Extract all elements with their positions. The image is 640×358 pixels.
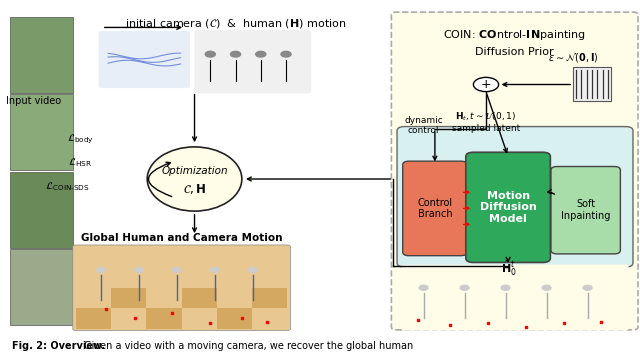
Circle shape (205, 51, 215, 57)
Circle shape (474, 77, 499, 92)
FancyBboxPatch shape (397, 127, 633, 267)
Circle shape (248, 267, 257, 272)
FancyBboxPatch shape (392, 12, 638, 330)
Bar (76, 308, 111, 329)
Text: Control
Branch: Control Branch (417, 198, 452, 219)
FancyBboxPatch shape (195, 30, 311, 93)
Bar (10, 94, 73, 170)
Text: Given a video with a moving camera, we recover the global human: Given a video with a moving camera, we r… (81, 341, 413, 351)
Text: +: + (481, 78, 492, 91)
Text: $\mathcal{L}_{\rm body}$: $\mathcal{L}_{\rm body}$ (67, 133, 93, 146)
Text: Global Human and Camera Motion: Global Human and Camera Motion (81, 233, 283, 243)
Circle shape (583, 285, 592, 290)
Text: $\tilde{\mathbf{H}}_0^t$: $\tilde{\mathbf{H}}_0^t$ (501, 260, 516, 278)
Circle shape (230, 51, 241, 57)
Text: initial camera $(\mathcal{C})$  &  human $(\mathbf{H})$ motion: initial camera $(\mathcal{C})$ & human $… (125, 18, 346, 30)
Bar (147, 308, 182, 329)
Bar (10, 250, 73, 325)
FancyBboxPatch shape (99, 31, 190, 88)
Text: Diffusion Prior: Diffusion Prior (476, 47, 554, 57)
FancyBboxPatch shape (466, 152, 550, 262)
Text: Soft
Inpainting: Soft Inpainting (561, 199, 611, 221)
Text: $\mathbf{H}_t, t \sim \mathcal{U}(0,1)$
sampled latent: $\mathbf{H}_t, t \sim \mathcal{U}(0,1)$ … (452, 111, 520, 134)
Text: $\mathcal{L}_{\rm HSR}$: $\mathcal{L}_{\rm HSR}$ (67, 156, 92, 169)
FancyBboxPatch shape (551, 166, 620, 254)
Text: $\epsilon \sim \mathcal{N}(\mathbf{0}, \mathbf{I})$: $\epsilon \sim \mathcal{N}(\mathbf{0}, \… (548, 51, 598, 64)
Bar (217, 308, 252, 329)
Circle shape (97, 267, 106, 272)
Text: Motion
Diffusion
Model: Motion Diffusion Model (480, 191, 536, 224)
Text: $\mathcal{L}_{\rm COIN\text{-}SDS}$: $\mathcal{L}_{\rm COIN\text{-}SDS}$ (45, 180, 89, 193)
FancyBboxPatch shape (401, 265, 628, 330)
Text: $\mathcal{C}, \mathbf{H}$: $\mathcal{C}, \mathbf{H}$ (183, 182, 206, 196)
Text: COIN: $\mathbf{CO}$ntrol-$\mathbf{IN}$painting: COIN: $\mathbf{CO}$ntrol-$\mathbf{IN}$pa… (443, 28, 586, 42)
Text: Fig. 2: Overview.: Fig. 2: Overview. (12, 341, 105, 351)
Circle shape (172, 267, 181, 272)
Circle shape (211, 267, 219, 272)
Text: Optimization: Optimization (161, 166, 228, 176)
Circle shape (134, 267, 143, 272)
Circle shape (542, 285, 551, 290)
FancyBboxPatch shape (73, 245, 291, 330)
Circle shape (501, 285, 510, 290)
Bar (182, 288, 217, 308)
Bar (111, 288, 147, 308)
Text: Input video: Input video (6, 96, 61, 106)
Circle shape (256, 51, 266, 57)
Bar (573, 67, 611, 101)
Bar (10, 17, 73, 92)
Ellipse shape (147, 147, 242, 211)
Bar (10, 172, 73, 248)
Circle shape (419, 285, 428, 290)
Circle shape (460, 285, 469, 290)
FancyBboxPatch shape (403, 161, 467, 256)
Circle shape (281, 51, 291, 57)
Text: dynamic
control: dynamic control (404, 116, 443, 135)
Bar (252, 288, 287, 308)
